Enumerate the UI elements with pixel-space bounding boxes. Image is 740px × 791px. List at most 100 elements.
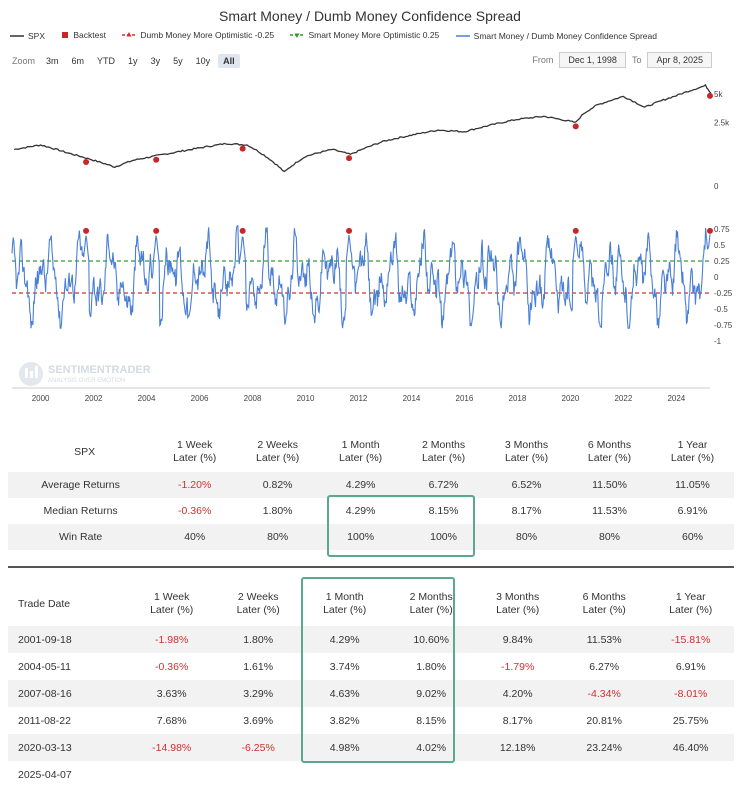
column-header: 3 Months Later (%) <box>504 439 549 464</box>
backtest-marker-spread[interactable] <box>239 227 246 234</box>
legend-smart-money[interactable]: Smart Money More Optimistic 0.25 <box>290 30 439 40</box>
legend-label: Smart Money More Optimistic 0.25 <box>308 30 440 40</box>
spx-line <box>13 84 712 173</box>
table-cell: -1.98% <box>128 626 215 653</box>
column-header: 1 Year Later (%) <box>670 439 715 464</box>
table-cell <box>561 761 648 788</box>
trade-date: 2004-05-11 <box>18 660 71 673</box>
table-cell: -1.20% <box>153 472 237 498</box>
from-date-input[interactable]: Dec 1, 1998 <box>559 52 626 68</box>
summary-table: SPX 1 Week Later (%) 2 Weeks Later (%) 1 Mon… <box>8 432 734 550</box>
table-row: 2001-09-18 -1.98% 1.80% 4.29% 10.60% 9.84% 11.… <box>8 626 734 653</box>
table-cell: 9.84% <box>474 626 561 653</box>
table-cell: -15.81% <box>647 626 734 653</box>
trade-date: 2011-08-22 <box>18 714 71 727</box>
table-cell: 23.24% <box>560 734 648 761</box>
column-header: 3 Months Later (%) <box>496 591 540 616</box>
dumb-money-swatch <box>122 32 137 37</box>
table-cell: 6.91% <box>677 505 708 517</box>
table-cell: -6.25% <box>214 734 302 761</box>
legend-dumb-money[interactable]: Dumb Money More Optimistic -0.25 <box>122 30 274 40</box>
column-header: 1 Year Later (%) <box>669 591 713 616</box>
zoom-all-button[interactable]: All <box>218 54 240 68</box>
legend-spx[interactable]: SPX <box>10 31 45 41</box>
legend-label: SPX <box>28 31 46 41</box>
table-cell: -1.79% <box>501 660 535 673</box>
row-label: Win Rate <box>8 524 154 550</box>
x-tick-label: 2014 <box>403 394 421 403</box>
watermark-bar <box>30 371 33 378</box>
table-cell: 4.29% <box>345 505 376 517</box>
spx-axis: 5k 2.5k 0 <box>714 90 730 191</box>
backtest-marker-spread[interactable] <box>346 227 353 234</box>
column-header: 2 Months Later (%) <box>409 591 453 616</box>
table-cell: 10.60% <box>387 626 475 653</box>
table-cell: 100% <box>402 524 486 550</box>
row-label: Median Returns <box>43 505 118 517</box>
backtest-marker-spread[interactable] <box>572 227 579 234</box>
x-tick-label: 2000 <box>32 394 50 403</box>
trades-header-row: Trade Date 1 Week Later (%) 2 Weeks Later (… <box>8 582 734 626</box>
zoom-5y-button[interactable]: 5y <box>173 56 183 66</box>
spread-line <box>11 225 711 329</box>
zoom-3m-button[interactable]: 3m <box>46 56 59 66</box>
table-cell: 4.63% <box>301 680 388 707</box>
table-row: 2004-05-11 -0.36% 1.61% 3.74% 1.80% -1.79% 6.2… <box>8 653 734 680</box>
legend-label: Backtest <box>73 30 106 40</box>
backtest-marker-spread[interactable] <box>706 227 713 234</box>
smart-money-swatch <box>290 33 305 38</box>
legend-label: Dumb Money More Optimistic -0.25 <box>140 30 275 40</box>
x-tick-label: 2004 <box>138 394 156 403</box>
backtest-marker-spx[interactable] <box>346 155 353 162</box>
legend-spread[interactable]: Smart Money / Dumb Money Confidence Spre… <box>455 31 657 41</box>
zoom-ytd-button[interactable]: YTD <box>97 56 116 66</box>
zoom-label: Zoom <box>12 56 36 66</box>
spx-tick-label: 2.5k <box>714 118 730 127</box>
table-cell: 1.61% <box>243 660 274 673</box>
table-row: 2020-03-13 -14.98% -6.25% 4.98% 4.02% 12.18% 2… <box>8 734 734 761</box>
spx-tick-label: 0 <box>714 182 719 191</box>
backtest-marker-spx[interactable] <box>153 156 160 163</box>
table-cell: 1.80% <box>262 505 293 517</box>
table-cell: -14.98% <box>128 734 215 761</box>
table-cell: 60% <box>650 524 734 550</box>
spx-tick-label: 5k <box>714 90 723 99</box>
watermark-tagline: ANALYSIS OVER EMOTION <box>48 378 125 384</box>
table-cell: 8.15% <box>416 714 447 727</box>
x-tick-label: 2022 <box>614 394 632 403</box>
summary-highlight <box>327 495 475 557</box>
table-cell: 4.29% <box>319 472 403 498</box>
to-date-input[interactable]: Apr 8, 2025 <box>647 52 712 68</box>
spread-tick-label: 0.25 <box>714 257 730 266</box>
table-cell: 6.52% <box>485 472 569 498</box>
backtest-marker-spread[interactable] <box>83 227 90 234</box>
zoom-1y-button[interactable]: 1y <box>128 56 138 66</box>
table-cell: 1.80% <box>214 626 302 653</box>
zoom-6m-button[interactable]: 6m <box>71 56 85 66</box>
backtest-marker-spx[interactable] <box>83 159 90 166</box>
summary-row: Win Rate 40% 80% 100% 100% 80% 80% 60% <box>8 524 734 550</box>
legend-backtest[interactable]: Backtest <box>61 30 106 40</box>
backtest-marker-spx[interactable] <box>706 92 713 99</box>
backtest-marker-spx[interactable] <box>572 123 579 130</box>
chart-area: 5k 2.5k 0 0.75 0.5 0.25 0 -0.25 -0.5 -0.75 -1 200… <box>11 84 733 403</box>
table-cell: 3.29% <box>214 680 302 707</box>
spread-tick-label: 0.75 <box>714 225 730 234</box>
table-cell <box>474 761 561 788</box>
table-cell: 6.72% <box>402 472 486 498</box>
zoom-10y-button[interactable]: 10y <box>195 56 211 66</box>
table-cell: 3.74% <box>329 660 360 673</box>
watermark: SENTIMENTRADER ANALYSIS OVER EMOTION <box>19 362 151 386</box>
table-cell: 8.15% <box>428 505 459 517</box>
table-cell: 0.82% <box>236 472 320 498</box>
trades-corner: Trade Date <box>18 597 71 610</box>
backtest-marker-spx[interactable] <box>239 145 246 152</box>
trade-date: 2001-09-18 <box>8 626 129 653</box>
backtest-marker-spread[interactable] <box>153 227 160 234</box>
table-cell: 1.80% <box>416 660 447 673</box>
table-cell <box>647 761 734 788</box>
table-cell <box>128 761 214 788</box>
table-cell: 80% <box>485 524 569 550</box>
zoom-3y-button[interactable]: 3y <box>150 56 161 66</box>
legend: SPX Backtest Dumb Money More Optimistic … <box>10 30 671 41</box>
